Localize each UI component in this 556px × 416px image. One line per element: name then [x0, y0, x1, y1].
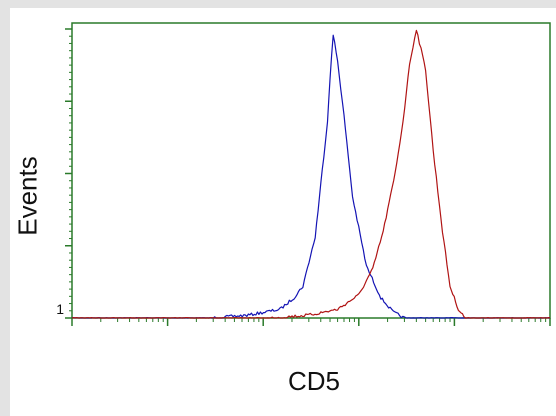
x-axis-label: CD5	[287, 366, 341, 396]
y-tick-label: 1	[56, 301, 64, 317]
histogram-plot: 1	[56, 22, 551, 326]
histogram-series-1	[71, 29, 551, 319]
y-axis-label: Events	[12, 156, 43, 236]
chart-panel: 1 Events CD5	[10, 8, 556, 416]
plot-area	[71, 22, 551, 319]
